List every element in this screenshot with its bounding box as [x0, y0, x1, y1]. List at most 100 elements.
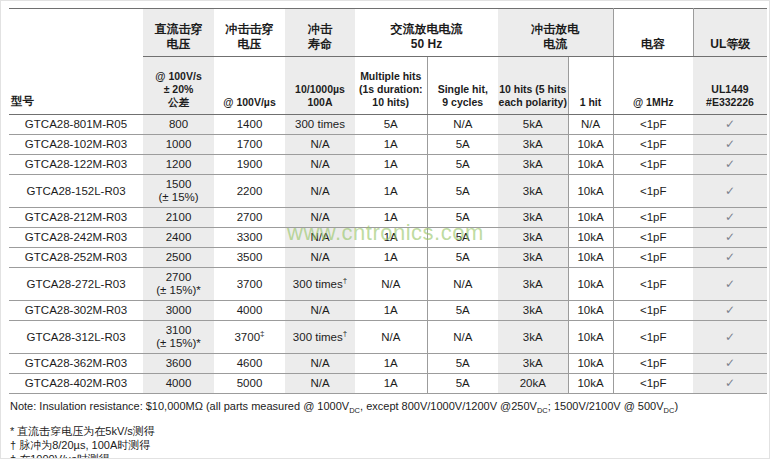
- impulse-breakdown-cell: 4600: [214, 354, 285, 374]
- impulse-breakdown-value: 1900: [237, 158, 263, 170]
- table-row: GTCA28-252M-R03 2500 3500 N/A 1A 5A 3kA …: [9, 248, 767, 268]
- note-text: ; 1500V/2100V @ 500V: [548, 400, 664, 412]
- model-cell: GTCA28-122M-R03: [9, 155, 143, 175]
- ac-multiple-hits-cell: 1A: [355, 301, 427, 321]
- capacitance-cell: <1pF: [613, 115, 693, 135]
- surge-1hit-cell: 10kA: [568, 155, 613, 175]
- surge-1hit-cell: 10kA: [568, 354, 613, 374]
- capacitance-group-header: 电容: [613, 9, 693, 57]
- surge-10hits-cell: 3kA: [498, 301, 568, 321]
- impulse-breakdown-cell: 3500: [214, 248, 285, 268]
- surge-10hits-cell: 3kA: [498, 228, 568, 248]
- ac-single-hit-subheader: Single hit, 9 cycles: [427, 57, 498, 115]
- dc-breakdown-cell: 3600: [143, 354, 214, 374]
- ul-checkmark-cell: ✓: [693, 135, 767, 155]
- surge-1hit-cell: 10kA: [568, 208, 613, 228]
- surge-10hits-cell: 3kA: [498, 354, 568, 374]
- datasheet-page: 型号 直流击穿 电压 冲击击穿 电压 冲击 寿命 交流放电电流 50 Hz 冲击…: [0, 0, 770, 459]
- surge-1hit-cell: 10kA: [568, 135, 613, 155]
- impulse-breakdown-value: 3700: [237, 278, 263, 290]
- ac-multiple-hits-cell: 1A: [355, 228, 427, 248]
- table-row: GTCA28-312L-R03 3100 (± 15%)* 3700‡ 300 …: [9, 321, 767, 354]
- model-cell: GTCA28-302M-R03: [9, 301, 143, 321]
- ac-multiple-hits-cell: N/A: [355, 321, 427, 354]
- capacitance-cell: <1pF: [613, 135, 693, 155]
- impulse-breakdown-cell: 4000: [214, 301, 285, 321]
- surge-10hits-subheader: 10 hits (5 hits each polarity): [498, 57, 568, 115]
- surge-10hits-cell: 3kA: [498, 175, 568, 208]
- dc-subscript: DC: [537, 406, 548, 415]
- ul-checkmark-cell: ✓: [693, 301, 767, 321]
- impulse-breakdown-cell: 2700: [214, 208, 285, 228]
- dc-breakdown-cell: 1500 (± 15%): [143, 175, 214, 208]
- footnote-marker: †: [343, 329, 347, 338]
- table-row: GTCA28-122M-R03 1200 1900 N/A 1A 5A 3kA …: [9, 155, 767, 175]
- ul-checkmark-cell: ✓: [693, 321, 767, 354]
- table-row: GTCA28-102M-R03 1000 1700 N/A 1A 5A 3kA …: [9, 135, 767, 155]
- ac-single-hit-cell: 5A: [427, 301, 498, 321]
- impulse-life-value: N/A: [310, 185, 329, 197]
- dc-breakdown-cell: 2700 (± 15%)*: [143, 268, 214, 301]
- impulse-life-group-header: 冲击 寿命: [285, 9, 355, 57]
- model-cell: GTCA28-102M-R03: [9, 135, 143, 155]
- impulse-life-cell: N/A: [285, 228, 355, 248]
- ac-single-hit-cell: 5A: [427, 208, 498, 228]
- capacitance-cell: <1pF: [613, 301, 693, 321]
- footnote-line: † 脉冲为8/20µs, 100A时测得: [10, 439, 769, 452]
- table-row: GTCA28-272L-R03 2700 (± 15%)* 3700 300 t…: [9, 268, 767, 301]
- dc-breakdown-group-header: 直流击穿 电压: [143, 9, 214, 57]
- model-cell: GTCA28-252M-R03: [9, 248, 143, 268]
- impulse-life-value: N/A: [310, 211, 329, 223]
- ac-multiple-hits-cell: N/A: [355, 268, 427, 301]
- ac-multiple-hits-cell: 1A: [355, 155, 427, 175]
- capacitance-cell: <1pF: [613, 208, 693, 228]
- ac-multiple-hits-cell: 1A: [355, 208, 427, 228]
- surge-1hit-cell: 10kA: [568, 228, 613, 248]
- impulse-breakdown-cell: 3700‡: [214, 321, 285, 354]
- impulse-breakdown-value: 2700: [237, 211, 263, 223]
- model-column-header: 型号: [9, 9, 143, 115]
- ac-single-hit-cell: N/A: [427, 321, 498, 354]
- table-row: GTCA28-801M-R05 800 1400 300 times 5A N/…: [9, 115, 767, 135]
- dc-subscript: DC: [349, 406, 360, 415]
- impulse-life-value: 300 times: [295, 118, 345, 130]
- capacitance-cell: <1pF: [613, 248, 693, 268]
- impulse-life-subheader: 10/1000µs 100A: [285, 57, 355, 115]
- impulse-breakdown-cell: 2200: [214, 175, 285, 208]
- impulse-breakdown-value: 3500: [237, 251, 263, 263]
- dc-breakdown-cell: 2500: [143, 248, 214, 268]
- ac-single-hit-cell: 5A: [427, 354, 498, 374]
- ac-multiple-hits-subheader: Multiple hits (1s duration: 10 hits): [355, 57, 427, 115]
- impulse-life-value: N/A: [310, 251, 329, 263]
- capacitance-cell: <1pF: [613, 374, 693, 394]
- surge-1hit-cell: N/A: [568, 115, 613, 135]
- impulse-life-cell: N/A: [285, 135, 355, 155]
- impulse-life-value: 300 times: [293, 331, 343, 343]
- surge-10hits-cell: 3kA: [498, 268, 568, 301]
- dc-breakdown-cell: 3000: [143, 301, 214, 321]
- impulse-breakdown-value: 5000: [237, 377, 263, 389]
- impulse-breakdown-cell: 5000: [214, 374, 285, 394]
- capacitance-cell: <1pF: [613, 155, 693, 175]
- ac-discharge-group-header: 交流放电电流 50 Hz: [355, 9, 498, 57]
- group-header-row: 型号 直流击穿 电压 冲击击穿 电压 冲击 寿命 交流放电电流 50 Hz 冲击…: [9, 9, 767, 57]
- surge-10hits-cell: 20kA: [498, 374, 568, 394]
- surge-10hits-cell: 3kA: [498, 321, 568, 354]
- ac-multiple-hits-cell: 1A: [355, 354, 427, 374]
- impulse-breakdown-subheader: @ 100V/µs: [214, 57, 285, 115]
- impulse-life-value: 300 times: [293, 278, 343, 290]
- table-row: GTCA28-362M-R03 3600 4600 N/A 1A 5A 3kA …: [9, 354, 767, 374]
- dc-breakdown-cell: 4000: [143, 374, 214, 394]
- model-cell: GTCA28-402M-R03: [9, 374, 143, 394]
- ul-checkmark-cell: ✓: [693, 208, 767, 228]
- impulse-life-cell: 300 times: [285, 115, 355, 135]
- ac-single-hit-cell: 5A: [427, 374, 498, 394]
- ac-single-hit-cell: 5A: [427, 228, 498, 248]
- table-row: GTCA28-302M-R03 3000 4000 N/A 1A 5A 3kA …: [9, 301, 767, 321]
- ac-single-hit-cell: 5A: [427, 135, 498, 155]
- ac-multiple-hits-cell: 1A: [355, 248, 427, 268]
- model-cell: GTCA28-242M-R03: [9, 228, 143, 248]
- dc-breakdown-cell: 2400: [143, 228, 214, 248]
- impulse-breakdown-value: 3300: [237, 231, 263, 243]
- capacitance-cell: <1pF: [613, 354, 693, 374]
